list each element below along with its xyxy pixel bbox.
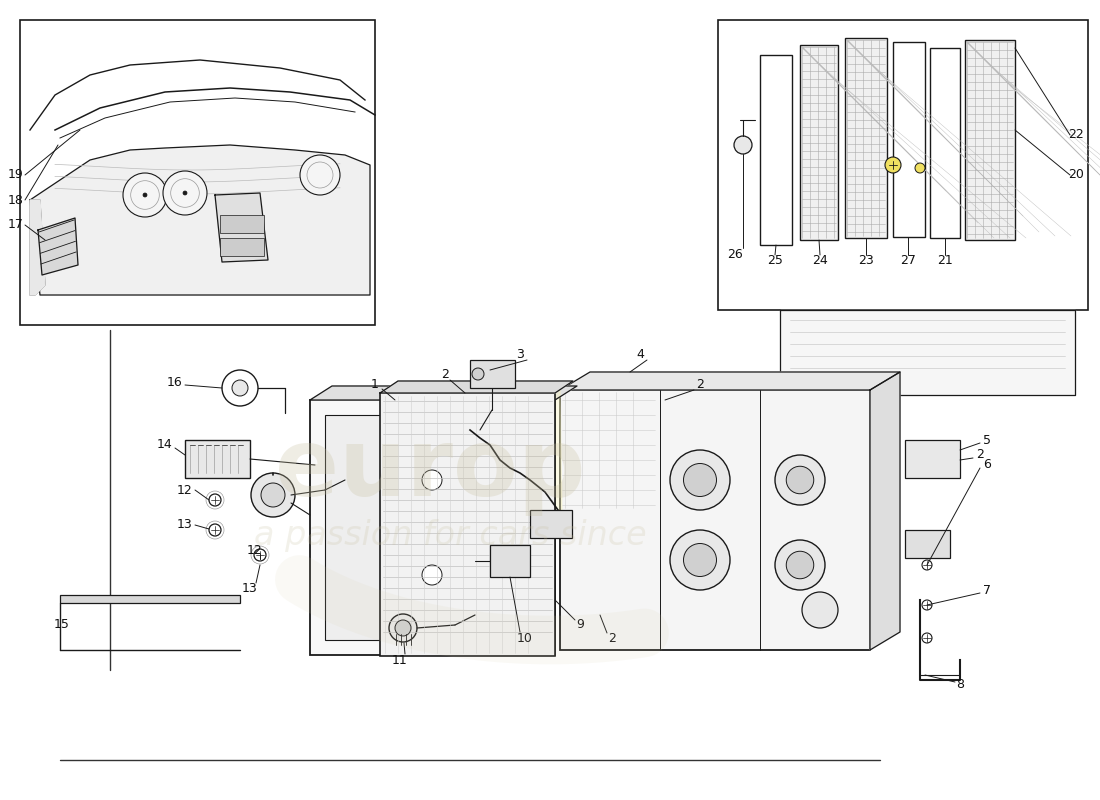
Text: 5: 5 bbox=[983, 434, 991, 446]
Circle shape bbox=[209, 494, 221, 506]
Polygon shape bbox=[465, 388, 562, 518]
Circle shape bbox=[163, 171, 207, 215]
Text: 17: 17 bbox=[8, 218, 24, 231]
Circle shape bbox=[209, 524, 221, 536]
Text: 11: 11 bbox=[392, 654, 408, 666]
Polygon shape bbox=[870, 372, 900, 650]
Text: 19: 19 bbox=[8, 169, 24, 182]
Text: 2: 2 bbox=[696, 378, 704, 391]
Text: 13: 13 bbox=[242, 582, 257, 594]
Text: 9: 9 bbox=[576, 618, 584, 631]
Circle shape bbox=[734, 136, 752, 154]
Text: 13: 13 bbox=[177, 518, 192, 531]
Bar bbox=[530, 510, 572, 538]
Text: 27: 27 bbox=[900, 254, 916, 266]
Bar bbox=[845, 38, 887, 238]
Circle shape bbox=[922, 560, 932, 570]
Text: 18: 18 bbox=[8, 194, 24, 206]
Text: 24: 24 bbox=[812, 254, 828, 266]
Bar bbox=[324, 415, 540, 640]
Text: a passion for cars since: a passion for cars since bbox=[254, 518, 647, 551]
Text: 15: 15 bbox=[54, 618, 70, 631]
Polygon shape bbox=[379, 381, 573, 393]
Bar bbox=[718, 20, 1088, 310]
Text: 12: 12 bbox=[177, 483, 192, 497]
Circle shape bbox=[922, 633, 932, 643]
Text: 3: 3 bbox=[516, 349, 524, 362]
Circle shape bbox=[183, 191, 187, 195]
Text: 20: 20 bbox=[1068, 169, 1084, 182]
Text: 12: 12 bbox=[248, 543, 263, 557]
Bar bbox=[965, 40, 1015, 240]
Text: 21: 21 bbox=[937, 254, 953, 266]
Circle shape bbox=[472, 368, 484, 380]
Circle shape bbox=[254, 549, 266, 561]
Text: europ: europ bbox=[275, 424, 585, 516]
Circle shape bbox=[776, 455, 825, 505]
Bar bbox=[220, 238, 264, 256]
Circle shape bbox=[786, 466, 814, 494]
Polygon shape bbox=[39, 218, 78, 275]
Text: 10: 10 bbox=[517, 631, 532, 645]
Text: 25: 25 bbox=[767, 254, 783, 266]
Text: 8: 8 bbox=[956, 678, 964, 691]
Polygon shape bbox=[310, 386, 578, 400]
Polygon shape bbox=[560, 372, 900, 390]
Circle shape bbox=[915, 163, 925, 173]
Circle shape bbox=[251, 473, 295, 517]
Bar bbox=[800, 45, 838, 240]
Circle shape bbox=[683, 463, 716, 497]
Circle shape bbox=[670, 530, 730, 590]
Polygon shape bbox=[780, 310, 1075, 395]
Circle shape bbox=[395, 620, 411, 636]
Text: 2: 2 bbox=[976, 449, 983, 462]
Text: 16: 16 bbox=[167, 375, 183, 389]
Text: 14: 14 bbox=[157, 438, 173, 451]
Circle shape bbox=[670, 450, 730, 510]
Circle shape bbox=[123, 173, 167, 217]
Circle shape bbox=[886, 157, 901, 173]
Circle shape bbox=[143, 193, 147, 197]
Text: 4: 4 bbox=[636, 349, 644, 362]
Text: 23: 23 bbox=[858, 254, 873, 266]
Circle shape bbox=[802, 592, 838, 628]
Bar bbox=[930, 48, 960, 238]
Circle shape bbox=[922, 600, 932, 610]
Text: 7: 7 bbox=[983, 583, 991, 597]
Circle shape bbox=[683, 543, 716, 577]
Bar bbox=[60, 595, 240, 603]
Circle shape bbox=[389, 614, 417, 642]
Bar bbox=[760, 55, 792, 245]
Polygon shape bbox=[30, 200, 45, 295]
Bar bbox=[490, 545, 530, 577]
Polygon shape bbox=[214, 193, 268, 262]
Text: 1: 1 bbox=[371, 378, 378, 391]
Text: 26: 26 bbox=[727, 249, 742, 262]
Circle shape bbox=[261, 483, 285, 507]
Text: 2: 2 bbox=[608, 631, 616, 645]
Circle shape bbox=[786, 551, 814, 578]
Circle shape bbox=[300, 155, 340, 195]
Bar bbox=[560, 390, 870, 650]
Text: 6: 6 bbox=[983, 458, 991, 471]
Bar bbox=[20, 20, 375, 325]
Bar bbox=[220, 215, 264, 233]
Circle shape bbox=[776, 540, 825, 590]
Circle shape bbox=[422, 470, 442, 490]
Circle shape bbox=[232, 380, 248, 396]
Polygon shape bbox=[30, 145, 370, 295]
Circle shape bbox=[422, 565, 442, 585]
Text: 2: 2 bbox=[441, 367, 449, 381]
Bar bbox=[470, 360, 515, 388]
Bar bbox=[905, 440, 960, 478]
Bar bbox=[310, 400, 556, 655]
Bar bbox=[905, 530, 950, 558]
Text: 22: 22 bbox=[1068, 129, 1084, 142]
Bar bbox=[379, 393, 556, 656]
Bar bbox=[185, 440, 250, 478]
Bar bbox=[893, 42, 925, 237]
